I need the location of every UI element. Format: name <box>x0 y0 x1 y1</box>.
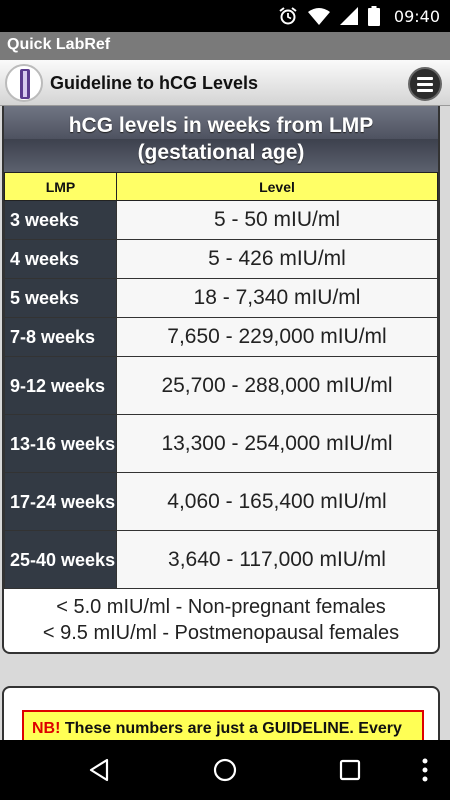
card-subtitle: (gestational age) <box>137 141 305 164</box>
reference-notes: < 5.0 mIU/ml - Non-pregnant females < 9.… <box>4 589 438 646</box>
content-area[interactable]: hCG levels in weeks from LMP (gestationa… <box>0 106 450 740</box>
row-level: 3,640 - 117,000 mIU/ml <box>116 530 438 589</box>
row-level: 5 - 50 mIU/ml <box>116 200 438 240</box>
row-lmp: 25-40 weeks <box>4 530 117 589</box>
app-title: Quick LabRef <box>7 36 111 53</box>
more-icon <box>422 758 428 782</box>
table-row: 3 weeks 5 - 50 mIU/ml <box>4 200 438 240</box>
page-header: Guideline to hCG Levels <box>0 60 450 106</box>
note-postmenopausal: < 9.5 mIU/ml - Postmenopausal females <box>42 622 400 644</box>
recents-button[interactable] <box>320 740 380 800</box>
row-lmp: 13-16 weeks <box>4 414 117 473</box>
battery-icon <box>367 6 380 26</box>
signal-icon <box>339 7 358 25</box>
column-header-level: Level <box>116 172 438 201</box>
row-lmp: 4 weeks <box>4 239 117 279</box>
hcg-table: LMP Level 3 weeks 5 - 50 mIU/ml 4 weeks … <box>4 172 438 589</box>
warning-card: NB! These numbers are just a GUIDELINE. … <box>2 686 440 740</box>
column-header-lmp: LMP <box>4 172 117 201</box>
table-row: 13-16 weeks 13,300 - 254,000 mIU/ml <box>4 414 438 473</box>
status-bar: 09:40 <box>0 0 450 32</box>
warning-box: NB! These numbers are just a GUIDELINE. … <box>22 710 424 740</box>
app-title-bar: Quick LabRef <box>0 32 450 60</box>
row-level: 13,300 - 254,000 mIU/ml <box>116 414 438 473</box>
row-lmp: 9-12 weeks <box>4 356 117 415</box>
warning-text: These numbers are just a GUIDELINE. Ever… <box>64 720 402 737</box>
row-level: 18 - 7,340 mIU/ml <box>116 278 438 318</box>
row-lmp: 3 weeks <box>4 200 117 240</box>
table-row: 5 weeks 18 - 7,340 mIU/ml <box>4 278 438 318</box>
row-level: 25,700 - 288,000 mIU/ml <box>116 356 438 415</box>
hcg-card: hCG levels in weeks from LMP (gestationa… <box>2 106 440 654</box>
navigation-bar <box>0 740 450 800</box>
note-non-pregnant: < 5.0 mIU/ml - Non-pregnant females <box>56 596 386 618</box>
back-button[interactable] <box>69 740 129 800</box>
home-icon <box>213 758 237 782</box>
recents-icon <box>339 759 361 781</box>
page-title: Guideline to hCG Levels <box>50 73 259 93</box>
row-level: 4,060 - 165,400 mIU/ml <box>116 472 438 531</box>
alarm-icon <box>279 7 297 25</box>
menu-icon <box>417 76 433 80</box>
card-title: hCG levels in weeks from LMP <box>68 114 374 137</box>
warning-nb: NB! <box>32 720 61 737</box>
row-lmp: 7-8 weeks <box>4 317 117 357</box>
row-lmp: 17-24 weeks <box>4 472 117 531</box>
back-icon <box>89 758 109 782</box>
more-button[interactable] <box>395 740 450 800</box>
test-tube-icon <box>5 64 43 102</box>
row-level: 5 - 426 mIU/ml <box>116 239 438 279</box>
row-lmp: 5 weeks <box>4 278 117 318</box>
wifi-icon <box>307 8 330 25</box>
home-button[interactable] <box>195 740 255 800</box>
status-time: 09:40 <box>393 6 440 26</box>
table-row: 4 weeks 5 - 426 mIU/ml <box>4 239 438 279</box>
menu-button[interactable] <box>408 67 442 101</box>
table-row: 17-24 weeks 4,060 - 165,400 mIU/ml <box>4 472 438 531</box>
table-row: 9-12 weeks 25,700 - 288,000 mIU/ml <box>4 356 438 415</box>
table-row: 25-40 weeks 3,640 - 117,000 mIU/ml <box>4 530 438 589</box>
table-row: 7-8 weeks 7,650 - 229,000 mIU/ml <box>4 317 438 357</box>
row-level: 7,650 - 229,000 mIU/ml <box>116 317 438 357</box>
card-header: hCG levels in weeks from LMP (gestationa… <box>4 106 438 172</box>
